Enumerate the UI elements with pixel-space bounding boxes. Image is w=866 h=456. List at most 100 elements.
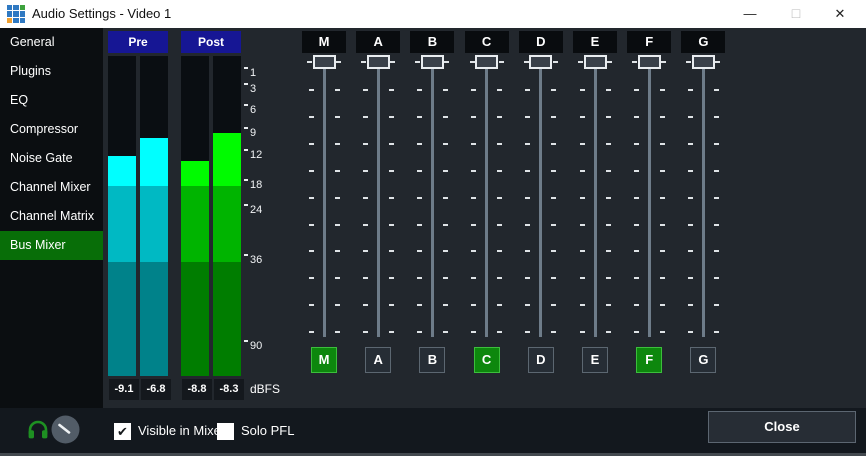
checkbox-solo-pfl[interactable] <box>217 423 234 440</box>
sidebar-item-eq[interactable]: EQ <box>10 93 29 107</box>
fader-tick <box>605 277 611 280</box>
post-meter-label: Post <box>181 31 241 53</box>
sidebar-item-general[interactable]: General <box>10 35 55 49</box>
fader-tick <box>579 196 585 199</box>
fader-tick <box>713 250 719 253</box>
fader-tick <box>633 223 639 226</box>
fader-track-F[interactable] <box>647 69 651 337</box>
fader-tick <box>442 142 448 145</box>
fader-handle-D[interactable] <box>529 55 553 69</box>
post-channel-2-reading: -8.3 <box>214 379 244 400</box>
checkbox-visible-in-mixer[interactable]: ✔ <box>114 423 131 440</box>
monitor-volume-knob[interactable] <box>51 415 80 444</box>
app-icon-cell <box>7 5 13 11</box>
fader-handle-dash <box>415 61 421 63</box>
scale-tick-label: 9 <box>250 127 257 140</box>
fader-handle-dash <box>498 61 504 63</box>
app-icon-cell <box>13 5 19 11</box>
fader-tick <box>388 277 394 280</box>
bus-button-D[interactable]: D <box>527 347 554 373</box>
fader-tick <box>334 142 340 145</box>
fader-tick <box>659 250 665 253</box>
fader-tick <box>416 196 422 199</box>
fader-tick <box>659 169 665 172</box>
bus-button-A[interactable]: A <box>365 347 392 373</box>
bus-button-M[interactable]: M <box>311 347 337 373</box>
fader-tick <box>416 250 422 253</box>
close-button[interactable]: Close <box>708 411 856 443</box>
fader-tick <box>497 169 503 172</box>
sidebar-item-compressor[interactable]: Compressor <box>10 122 79 136</box>
fader-handle-M[interactable] <box>312 55 336 69</box>
sidebar-item-channel-matrix[interactable]: Channel Matrix <box>10 209 95 223</box>
fader-tick <box>362 169 368 172</box>
fader-track-B[interactable] <box>430 69 434 337</box>
minimize-button[interactable]: — <box>743 6 757 21</box>
fader-tick <box>687 115 693 118</box>
scale-tick-label: 1 <box>250 66 257 79</box>
fader-tick <box>334 196 340 199</box>
fader-tick <box>605 331 611 334</box>
fader-tick <box>442 331 448 334</box>
pre-meter-channel-2 <box>140 56 168 376</box>
fader-tick <box>334 250 340 253</box>
sidebar-item-bus-mixer[interactable]: Bus Mixer <box>0 231 103 260</box>
bus-button-C[interactable]: C <box>473 347 500 373</box>
fader-tick <box>416 115 422 118</box>
fader-handle-C[interactable] <box>475 55 499 69</box>
fader-track-C[interactable] <box>485 69 489 337</box>
meter-fill <box>213 133 241 376</box>
fader-tick <box>388 223 394 226</box>
bus-header-B: B <box>410 31 455 53</box>
fader-handle-dash <box>686 61 692 63</box>
fader-tick <box>551 304 557 307</box>
fader-tick <box>442 223 448 226</box>
fader-tick <box>471 196 477 199</box>
fader-tick <box>471 277 477 280</box>
pre-channel-2-reading: -6.8 <box>141 379 171 400</box>
bus-header-G: G <box>681 31 726 53</box>
headphones-icon[interactable] <box>26 417 50 441</box>
fader-tick <box>334 331 340 334</box>
fader-handle-B[interactable] <box>420 55 444 69</box>
checkbox-label-solo-pfl: Solo PFL <box>241 423 295 438</box>
fader-handle-E[interactable] <box>583 55 607 69</box>
fader-tick <box>334 304 340 307</box>
bus-button-G[interactable]: G <box>690 347 717 373</box>
sidebar-item-plugins[interactable]: Plugins <box>10 64 51 78</box>
bus-button-F[interactable]: F <box>636 347 663 373</box>
fader-tick <box>362 89 368 91</box>
fader-tick <box>551 331 557 334</box>
maximize-button: □ <box>791 5 801 21</box>
fader-tick <box>308 277 314 280</box>
fader-track-A[interactable] <box>376 69 380 337</box>
sidebar-item-channel-mixer[interactable]: Channel Mixer <box>10 180 91 194</box>
fader-tick <box>388 196 394 199</box>
sidebar-item-noise-gate[interactable]: Noise Gate <box>10 151 73 165</box>
fader-track-G[interactable] <box>701 69 705 337</box>
close-window-button[interactable]: ✕ <box>834 6 846 21</box>
fader-tick <box>659 331 665 334</box>
fader-track-D[interactable] <box>539 69 543 337</box>
fader-tick <box>713 331 719 334</box>
fader-handle-G[interactable] <box>691 55 715 69</box>
fader-handle-A[interactable] <box>366 55 390 69</box>
fader-tick <box>334 89 340 91</box>
fader-tick <box>388 169 394 172</box>
fader-tick <box>308 196 314 199</box>
bus-button-E[interactable]: E <box>582 347 608 373</box>
fader-track-M[interactable] <box>322 69 326 337</box>
fader-handle-dash <box>607 61 612 63</box>
fader-handle-F[interactable] <box>637 55 661 69</box>
fader-tick <box>362 331 368 334</box>
fader-tick <box>687 250 693 253</box>
fader-tick <box>659 304 665 307</box>
fader-track-E[interactable] <box>593 69 597 337</box>
fader-tick <box>551 250 557 253</box>
fader-tick <box>687 142 693 145</box>
bus-button-B[interactable]: B <box>419 347 446 373</box>
fader-tick <box>308 250 314 253</box>
fader-tick <box>605 196 611 199</box>
fader-handle-dash <box>390 61 396 63</box>
fader-tick <box>687 223 693 226</box>
